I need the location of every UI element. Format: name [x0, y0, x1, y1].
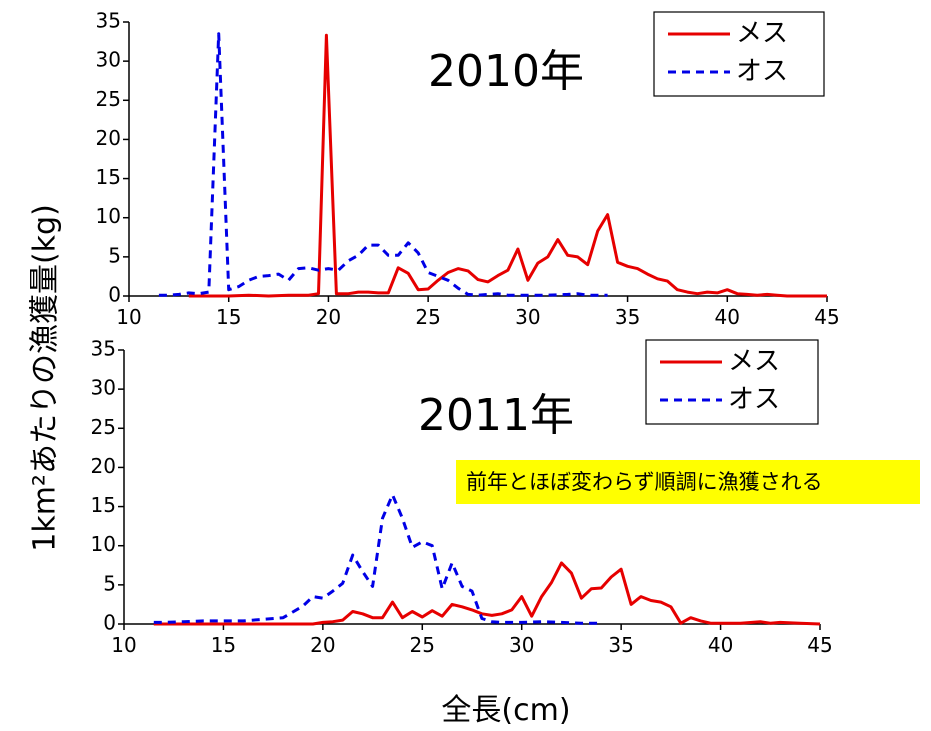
series-line-male: [158, 32, 608, 297]
y-tick-label: 10: [91, 532, 116, 556]
y-tick-label: 10: [96, 204, 121, 228]
legend-label: メス: [736, 19, 788, 49]
x-tick-label: 45: [814, 305, 839, 329]
y-tick-label: 0: [108, 283, 121, 307]
x-tick-label: 45: [807, 633, 832, 657]
annotation-box: [456, 460, 920, 504]
series-line-female: [188, 33, 827, 298]
y-tick-label: 20: [96, 126, 121, 150]
x-axis-label: 全長(cm): [441, 693, 570, 728]
y-tick-label: 20: [91, 454, 116, 478]
panel-2011: 0 5 10 15 20 25 30 35 10 15 20 25 30 35 40 45 2011年 メスオス前…: [91, 337, 920, 657]
x-tick-label: 35: [608, 633, 633, 657]
x-tick-label: 10: [116, 305, 141, 329]
y-tick-label: 0: [103, 611, 116, 635]
x-tick-label: 15: [211, 633, 236, 657]
x-tick-label: 35: [615, 305, 640, 329]
series-line-male: [153, 493, 602, 625]
legend-box: [645, 339, 819, 425]
legend-label: オス: [736, 57, 788, 87]
y-tick-label: 15: [96, 165, 121, 189]
legend-label: オス: [728, 385, 780, 415]
x-tick-label: 30: [515, 305, 540, 329]
y-tick-label: 35: [96, 9, 121, 33]
x-tick-label: 20: [310, 633, 335, 657]
panel-title: 2010年: [428, 46, 584, 97]
y-tick-label: 30: [96, 48, 121, 72]
y-tick-label: 15: [91, 493, 116, 517]
panel-title: 2011年: [418, 390, 574, 441]
y-axis-label: 1km²あたりの漁獲量(kg): [28, 204, 63, 552]
y-tick-label: 35: [91, 337, 116, 361]
annotation-text: 前年とほぼ変わらず順調に漁獲される: [466, 470, 823, 494]
series-line-female: [153, 561, 821, 626]
x-tick-label: 25: [410, 633, 435, 657]
x-tick-label: 40: [708, 633, 733, 657]
y-tick-label: 30: [91, 376, 116, 400]
legend-label: メス: [728, 347, 780, 377]
x-tick-label: 10: [111, 633, 136, 657]
x-tick-label: 25: [415, 305, 440, 329]
x-tick-label: 20: [316, 305, 341, 329]
legend-box: [653, 11, 825, 97]
y-tick-label: 5: [103, 571, 116, 595]
x-tick-label: 15: [216, 305, 241, 329]
x-tick-label: 30: [509, 633, 534, 657]
y-tick-label: 25: [96, 87, 121, 111]
y-tick-label: 5: [108, 243, 121, 267]
x-tick-label: 40: [715, 305, 740, 329]
y-tick-label: 25: [91, 415, 116, 439]
